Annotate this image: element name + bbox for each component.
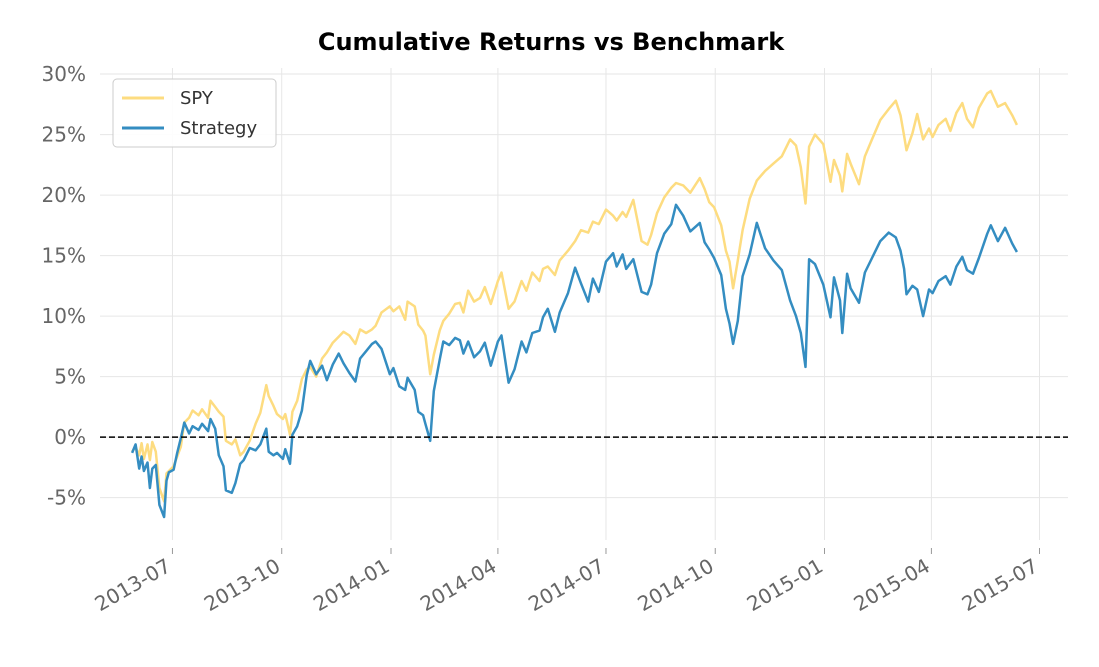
legend-label-strategy: Strategy: [180, 118, 257, 139]
x-tick-label: 2014-10: [633, 554, 717, 617]
grid-layer: [100, 68, 1068, 554]
legend-box: [112, 78, 277, 148]
y-tick-label: 0%: [54, 425, 86, 449]
legend-label-spy: SPY: [180, 88, 214, 109]
chart-title: Cumulative Returns vs Benchmark: [318, 28, 785, 56]
y-tick-label: 20%: [42, 183, 86, 207]
y-axis-tick-labels: -5% 0% 5% 10% 15% 20% 25% 30%: [42, 62, 86, 510]
series-layer: [130, 89, 1019, 519]
y-tick-label: 30%: [42, 62, 86, 86]
y-tick-label: 15%: [42, 244, 86, 268]
x-tick-label: 2015-04: [850, 554, 934, 617]
y-tick-label: 25%: [42, 123, 86, 147]
x-tick-label: 2014-07: [524, 554, 608, 617]
x-tick-label: 2015-01: [743, 554, 827, 617]
x-tick-label: 2013-07: [91, 554, 175, 617]
series-line-spy: [131, 89, 1019, 503]
y-tick-label: 10%: [42, 304, 86, 328]
y-tick-label: -5%: [47, 486, 86, 510]
x-tick-label: 2014-01: [309, 554, 393, 617]
x-tick-label: 2013-10: [200, 554, 284, 617]
x-tick-label: 2014-04: [416, 554, 500, 617]
y-tick-label: 5%: [54, 365, 86, 389]
series-line-strategy: [130, 203, 1018, 519]
legend: SPY Strategy: [112, 78, 277, 148]
x-axis-tick-labels: 2013-07 2013-10 2014-01 2014-04 2014-07 2014-…: [91, 554, 1042, 617]
x-tick-label: 2015-07: [958, 554, 1042, 617]
